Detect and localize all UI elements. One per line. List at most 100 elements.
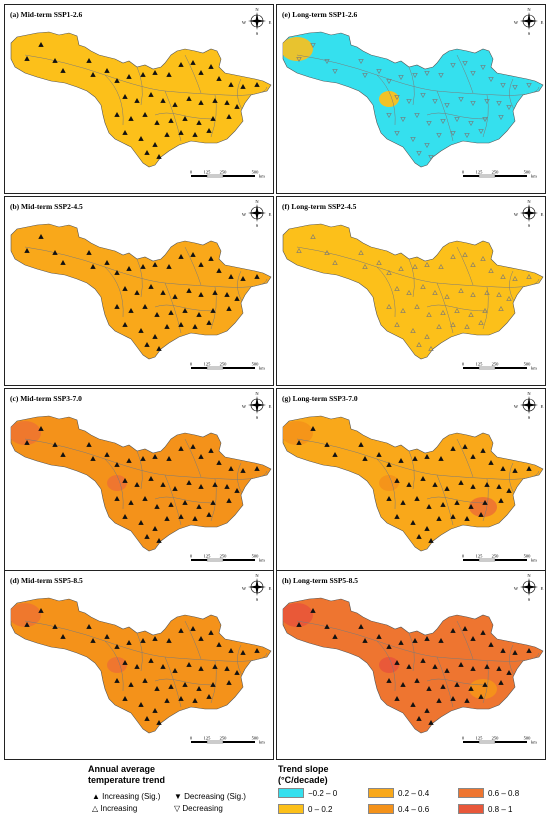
station-marker xyxy=(198,665,204,671)
station-marker xyxy=(128,681,134,687)
subbasin-boundary xyxy=(237,644,244,678)
subbasin-boundary xyxy=(136,450,143,490)
station-marker xyxy=(126,639,132,645)
station-marker xyxy=(436,133,442,139)
station-marker xyxy=(208,447,214,453)
station-marker xyxy=(156,345,162,351)
station-marker xyxy=(166,71,172,77)
station-marker xyxy=(420,93,426,99)
subbasin-boundary xyxy=(482,478,489,522)
compass-label: E xyxy=(269,212,272,217)
compass-label: W xyxy=(242,212,247,217)
station-marker xyxy=(122,477,128,483)
station-marker xyxy=(172,101,178,107)
station-marker xyxy=(60,633,66,639)
station-marker xyxy=(484,481,490,487)
station-marker xyxy=(462,251,468,257)
station-marker xyxy=(426,503,432,509)
subbasin-boundary xyxy=(509,270,516,304)
legend-item-decreasing: ▽ Decreasing xyxy=(174,804,223,813)
trend-zone xyxy=(107,657,127,673)
subbasin-boundary xyxy=(164,90,182,142)
station-marker xyxy=(376,451,382,457)
subbasin-boundary xyxy=(154,304,216,312)
trend-zone xyxy=(379,475,399,491)
station-marker xyxy=(24,621,30,627)
panel-title: (d) Mid-term SSP5-8.5 xyxy=(10,576,83,585)
scale-tick-label: 250 xyxy=(220,362,228,367)
station-marker xyxy=(432,663,438,669)
station-marker xyxy=(438,455,444,461)
trend-zone xyxy=(283,37,313,61)
scale-tick-label: 250 xyxy=(492,736,500,741)
station-marker xyxy=(462,443,468,449)
station-marker xyxy=(86,57,92,63)
triangle-down-outline-icon: ▽ xyxy=(174,804,181,813)
station-marker xyxy=(410,701,416,707)
subbasin-boundary xyxy=(436,656,454,708)
station-marker xyxy=(60,67,66,73)
compass-label: N xyxy=(255,391,259,396)
station-marker xyxy=(450,253,456,259)
subbasin-boundary xyxy=(104,640,124,692)
station-marker xyxy=(198,291,204,297)
station-marker xyxy=(90,455,96,461)
station-marker xyxy=(470,261,476,267)
compass-label: N xyxy=(527,391,531,396)
station-marker xyxy=(144,533,150,539)
subbasin-boundary xyxy=(509,644,516,678)
station-marker xyxy=(166,637,172,643)
station-marker xyxy=(52,57,58,63)
station-marker xyxy=(428,345,434,351)
station-marker xyxy=(186,661,192,667)
station-marker xyxy=(152,69,158,75)
station-marker xyxy=(436,697,442,703)
station-marker xyxy=(86,623,92,629)
station-marker xyxy=(240,649,246,655)
panel-title: (c) Mid-term SSP3-7.0 xyxy=(10,394,82,403)
station-marker xyxy=(424,143,430,149)
station-marker xyxy=(414,303,420,309)
station-marker xyxy=(450,695,456,701)
station-marker xyxy=(478,693,484,699)
station-marker xyxy=(104,67,110,73)
station-marker xyxy=(296,621,302,627)
triangle-down-filled-icon: ▼ xyxy=(174,792,182,801)
triangle-up-filled-icon: ▲ xyxy=(92,792,100,801)
station-marker xyxy=(358,441,364,447)
compass-label: W xyxy=(514,586,519,591)
scale-tick-label: 125 xyxy=(204,362,212,367)
station-marker xyxy=(198,635,204,641)
station-marker xyxy=(416,533,422,539)
station-marker xyxy=(512,467,518,473)
station-marker xyxy=(160,289,166,295)
station-marker xyxy=(114,461,120,467)
station-marker xyxy=(154,311,160,317)
subbasin-boundary xyxy=(376,74,396,126)
station-marker xyxy=(358,59,364,65)
station-marker xyxy=(226,113,232,119)
station-marker xyxy=(438,263,444,269)
station-marker xyxy=(192,515,198,521)
station-marker xyxy=(498,679,504,685)
subbasin-boundary xyxy=(154,678,216,686)
compass-label: E xyxy=(269,404,272,409)
station-marker xyxy=(212,289,218,295)
station-marker xyxy=(296,439,302,445)
station-marker xyxy=(398,265,404,271)
compass-label: S xyxy=(528,31,531,36)
station-marker xyxy=(484,99,490,105)
station-marker xyxy=(216,267,222,273)
station-marker xyxy=(424,261,430,267)
slope-swatch xyxy=(278,804,304,814)
scale-tick-label: 500 xyxy=(524,362,532,367)
station-marker xyxy=(152,525,158,531)
subbasin-boundary xyxy=(436,90,454,142)
station-marker xyxy=(142,677,148,683)
station-marker xyxy=(156,537,162,543)
compass-label: W xyxy=(242,20,247,25)
station-marker xyxy=(470,635,476,641)
